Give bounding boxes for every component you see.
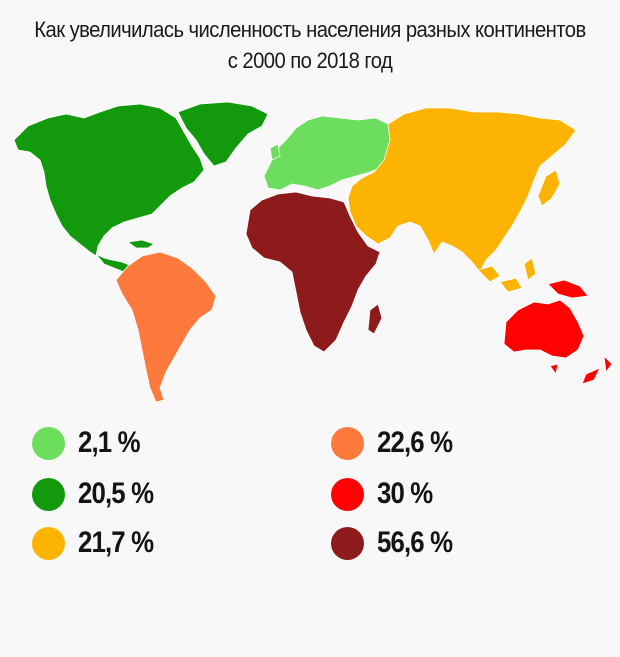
south-america-shape	[115, 251, 217, 403]
north-america-region	[13, 101, 269, 277]
australia-shape	[503, 299, 585, 359]
legend-item-north-america: 20,5 %	[32, 474, 165, 514]
map-title: Как увеличилась численность населения ра…	[25, 14, 595, 76]
legend-swatch	[32, 526, 65, 560]
legend-swatch	[331, 526, 364, 560]
greenland-shape	[177, 101, 269, 167]
madagascar-shape	[367, 303, 383, 335]
japan-shape	[537, 169, 561, 207]
legend-item-europe: 2,1 %	[32, 423, 150, 463]
legend-label: 2,1 %	[78, 426, 141, 459]
legend-swatch	[32, 426, 65, 460]
legend-item-africa: 56,6 %	[331, 523, 464, 563]
caribbean-shape	[127, 239, 155, 249]
legend-label: 21,7 %	[78, 526, 154, 559]
tasmania-shape	[549, 363, 559, 375]
new-guinea-shape	[547, 279, 589, 299]
legend-swatch	[331, 426, 364, 460]
south-america-region	[115, 251, 217, 403]
legend-label: 56,6 %	[377, 526, 453, 559]
legend-item-oceania: 30 %	[331, 474, 441, 514]
africa-region	[245, 191, 383, 353]
new-zealand-shape	[581, 355, 613, 385]
north-america-mainland-shape	[13, 103, 205, 257]
legend-item-asia: 21,7 %	[32, 523, 165, 563]
legend-label: 30 %	[377, 477, 433, 510]
legend-swatch	[331, 477, 364, 511]
title-line-1: Как увеличилась численность населения ра…	[34, 17, 586, 42]
legend-label: 22,6 %	[377, 426, 453, 459]
legend-swatch	[32, 477, 65, 511]
uk-shape	[269, 143, 281, 161]
oceania-region	[503, 279, 613, 385]
legend-item-south-america: 22,6 %	[331, 423, 464, 463]
africa-shape	[245, 191, 381, 353]
title-line-2: с 2000 по 2018 год	[227, 48, 393, 73]
legend-label: 20,5 %	[78, 477, 154, 510]
asia-mainland-shape	[347, 107, 577, 273]
asia-region	[347, 107, 577, 293]
world-map	[13, 101, 613, 403]
southeast-asia-islands-shape	[477, 257, 537, 293]
